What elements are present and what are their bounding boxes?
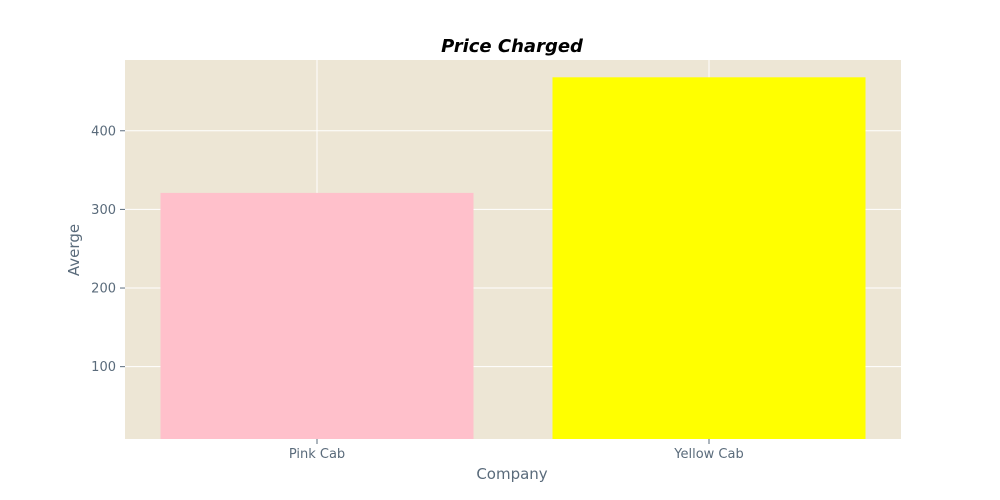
- x-tick-label: Yellow Cab: [673, 447, 743, 462]
- y-tick-label: 400: [91, 124, 116, 139]
- y-tick-label: 300: [91, 203, 116, 218]
- y-axis-label: Averge: [65, 224, 83, 276]
- x-tick-label: Pink Cab: [289, 447, 345, 462]
- x-axis-ticks: Pink Cab Yellow Cab: [289, 439, 744, 462]
- y-axis-ticks: 100 200 300 400: [91, 124, 125, 375]
- x-axis-label: Company: [476, 465, 547, 483]
- bar-pink-cab: [161, 193, 474, 439]
- chart-title: Price Charged: [441, 36, 584, 57]
- bar-yellow-cab: [553, 77, 866, 439]
- y-tick-label: 100: [91, 360, 116, 375]
- y-tick-label: 200: [91, 282, 116, 297]
